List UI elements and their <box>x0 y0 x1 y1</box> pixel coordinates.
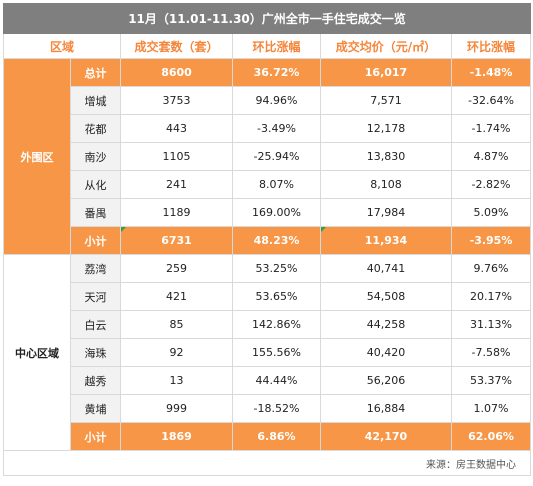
district-name: 海珠 <box>70 338 121 367</box>
price-cell: 42,170 <box>320 422 452 451</box>
district-name: 小计 <box>70 226 121 255</box>
price-cell: 56,206 <box>320 366 452 395</box>
header-units-change: 环比涨幅 <box>232 33 321 59</box>
price-change-cell: 1.07% <box>451 394 531 423</box>
units-change-cell: 169.00% <box>232 198 321 227</box>
district-name: 南沙 <box>70 142 121 171</box>
district-name: 越秀 <box>70 366 121 395</box>
header-region: 区域 <box>3 33 121 59</box>
price-change-cell: 31.13% <box>451 310 531 339</box>
units-cell: 6731 <box>120 226 233 255</box>
units-cell: 1189 <box>120 198 233 227</box>
units-cell: 1869 <box>120 422 233 451</box>
units-change-cell: 6.86% <box>232 422 321 451</box>
district-name: 番禺 <box>70 198 121 227</box>
units-change-cell: 36.72% <box>232 58 321 87</box>
price-change-cell: -32.64% <box>451 86 531 115</box>
price-change-cell: 53.37% <box>451 366 531 395</box>
units-cell: 421 <box>120 282 233 311</box>
table-row: 白云 85 142.86% 44,258 31.13% <box>4 310 531 339</box>
table-title: 11月（11.01-11.30）广州全市一手住宅成交一览 <box>3 3 531 34</box>
header-price: 成交均价（元/㎡） <box>320 33 452 59</box>
price-change-cell: -7.58% <box>451 338 531 367</box>
table-row: 花都 443 -3.49% 12,178 -1.74% <box>4 114 531 143</box>
units-change-cell: 142.86% <box>232 310 321 339</box>
units-cell: 13 <box>120 366 233 395</box>
price-cell: 54,508 <box>320 282 452 311</box>
price-cell: 40,741 <box>320 254 452 283</box>
table-row: 天河 421 53.65% 54,508 20.17% <box>4 282 531 311</box>
price-cell: 17,984 <box>320 198 452 227</box>
units-cell: 8600 <box>120 58 233 87</box>
price-change-cell: -2.82% <box>451 170 531 199</box>
price-change-cell: 62.06% <box>451 422 531 451</box>
district-name: 花都 <box>70 114 121 143</box>
units-change-cell: -3.49% <box>232 114 321 143</box>
price-cell: 11,934 <box>320 226 452 255</box>
table-row: 从化 241 8.07% 8,108 -2.82% <box>4 170 531 199</box>
sales-table: 11月（11.01-11.30）广州全市一手住宅成交一览 区域 成交套数（套） … <box>3 3 531 476</box>
table-row: 中心区域 荔湾 259 53.25% 40,741 9.76% <box>3 254 531 451</box>
units-cell: 241 <box>120 170 233 199</box>
units-change-cell: 53.25% <box>232 254 321 283</box>
district-name: 天河 <box>70 282 121 311</box>
price-change-cell: 4.87% <box>451 142 531 171</box>
district-name: 白云 <box>70 310 121 339</box>
units-cell: 92 <box>120 338 233 367</box>
units-cell: 3753 <box>120 86 233 115</box>
price-cell: 16,017 <box>320 58 452 87</box>
units-cell: 85 <box>120 310 233 339</box>
source-note: 来源：房王数据中心 <box>3 450 531 476</box>
units-change-cell: 94.96% <box>232 86 321 115</box>
units-change-cell: 53.65% <box>232 282 321 311</box>
district-name: 黄埔 <box>70 394 121 423</box>
table-row: 黄埔 999 -18.52% 16,884 1.07% <box>4 394 531 423</box>
price-change-cell: 5.09% <box>451 198 531 227</box>
region-label: 外围区 <box>3 58 71 255</box>
price-change-cell: -3.95% <box>451 226 531 255</box>
units-cell: 443 <box>120 114 233 143</box>
units-change-cell: 8.07% <box>232 170 321 199</box>
table-row: 小计 6731 48.23% 11,934 -3.95% <box>4 226 531 255</box>
table-row: 小计 1869 6.86% 42,170 62.06% <box>4 422 531 451</box>
price-cell: 12,178 <box>320 114 452 143</box>
header-units: 成交套数（套） <box>120 33 233 59</box>
price-cell: 16,884 <box>320 394 452 423</box>
table-row: 海珠 92 155.56% 40,420 -7.58% <box>4 338 531 367</box>
units-change-cell: -25.94% <box>232 142 321 171</box>
units-change-cell: 44.44% <box>232 366 321 395</box>
price-cell: 7,571 <box>320 86 452 115</box>
district-name: 总计 <box>70 58 121 87</box>
price-cell: 44,258 <box>320 310 452 339</box>
units-change-cell: 155.56% <box>232 338 321 367</box>
units-cell: 1105 <box>120 142 233 171</box>
district-name: 荔湾 <box>70 254 121 283</box>
table-row: 番禺 1189 169.00% 17,984 5.09% <box>4 198 531 227</box>
region-label: 中心区域 <box>3 254 71 451</box>
price-change-cell: -1.74% <box>451 114 531 143</box>
price-change-cell: 9.76% <box>451 254 531 283</box>
units-cell: 999 <box>120 394 233 423</box>
table-row: 增城 3753 94.96% 7,571 -32.64% <box>4 86 531 115</box>
price-change-cell: -1.48% <box>451 58 531 87</box>
district-name: 小计 <box>70 422 121 451</box>
units-change-cell: -18.52% <box>232 394 321 423</box>
table-row: 外围区 总计 8600 36.72% 16,017 -1.48% <box>3 58 531 255</box>
header-row: 区域 成交套数（套） 环比涨幅 成交均价（元/㎡） 环比涨幅 <box>3 33 531 59</box>
units-cell: 259 <box>120 254 233 283</box>
table-row: 南沙 1105 -25.94% 13,830 4.87% <box>4 142 531 171</box>
district-name: 从化 <box>70 170 121 199</box>
units-change-cell: 48.23% <box>232 226 321 255</box>
price-cell: 13,830 <box>320 142 452 171</box>
district-name: 增城 <box>70 86 121 115</box>
table-row: 越秀 13 44.44% 56,206 53.37% <box>4 366 531 395</box>
price-cell: 8,108 <box>320 170 452 199</box>
price-cell: 40,420 <box>320 338 452 367</box>
price-change-cell: 20.17% <box>451 282 531 311</box>
header-price-change: 环比涨幅 <box>451 33 531 59</box>
